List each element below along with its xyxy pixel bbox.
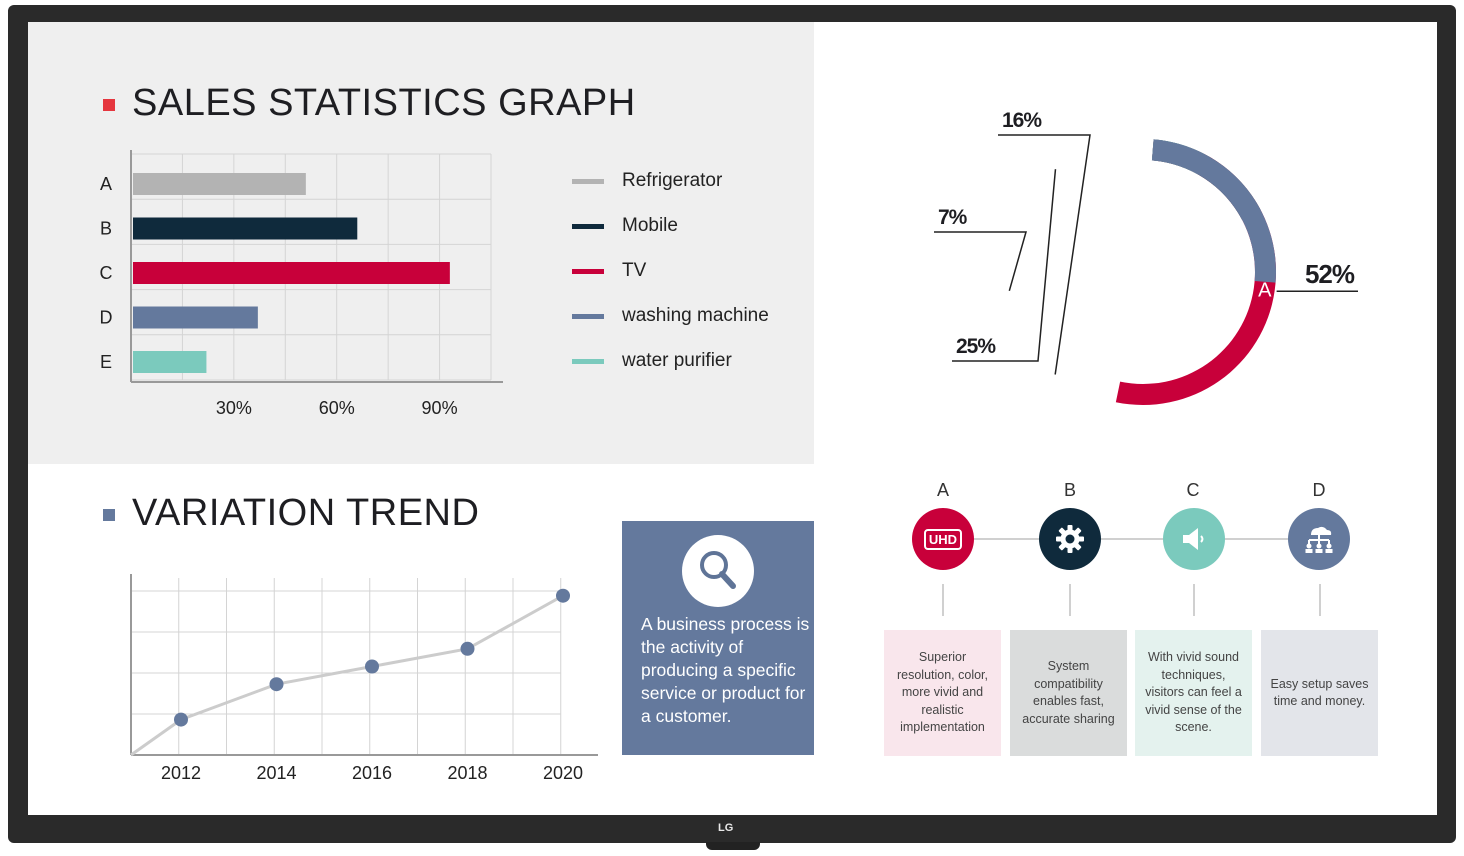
feature-letter-b: B [1063, 480, 1076, 500]
leader-line [952, 169, 1057, 362]
value-label-b: 16% [1002, 109, 1042, 132]
feature-stem [1319, 584, 1321, 616]
feature-text: System compatibility enables fast, accur… [1022, 659, 1115, 726]
data-point [269, 677, 284, 692]
x-tick-label: 30% [216, 398, 252, 418]
info-box: A business process is the activity of pr… [622, 521, 814, 755]
legend-label: water purifier [622, 350, 732, 371]
bar-chart: A B C D E 30% 60% 90% [100, 150, 503, 418]
feature-box-b: System compatibility enables fast, accur… [1010, 630, 1127, 756]
legend-swatch [572, 178, 604, 184]
donut-slice-d [1151, 139, 1276, 283]
x-tick-label: 60% [319, 398, 355, 418]
bar-c [133, 262, 450, 284]
feature-stem [942, 584, 944, 616]
donut-slice-label: A [1258, 280, 1272, 302]
info-text: A business process is the activity of pr… [641, 614, 810, 726]
category-label: A [100, 174, 112, 194]
bar-b [133, 217, 358, 240]
trend-line [130, 594, 564, 757]
legend-label: Mobile [622, 215, 678, 236]
data-point [174, 712, 188, 727]
speaker-icon [1163, 508, 1225, 570]
screen: SALES STATISTICS GRAPH A B C D E 30% 60% 90% Re… [28, 22, 1437, 815]
legend-item-tv: TV [572, 260, 647, 281]
legend-item-refrigerator: Refrigerator [572, 170, 723, 191]
data-point [460, 641, 475, 656]
feature-letter-c: C [1186, 480, 1200, 500]
x-tick-label: 2012 [161, 763, 201, 783]
legend-swatch [572, 358, 604, 364]
value-label-d: 25% [956, 335, 996, 358]
monitor-stand [706, 842, 760, 850]
trend-title: VARIATION TREND [132, 492, 480, 534]
sales-panel [28, 22, 814, 464]
feature-box-c: With vivid sound techniques, visitors ca… [1135, 630, 1252, 756]
brand-logo: LG [718, 822, 734, 834]
uhd-badge-icon: UHD [912, 508, 974, 570]
category-label: D [100, 308, 113, 328]
legend-label: TV [622, 260, 647, 281]
legend-label: Refrigerator [622, 170, 723, 191]
category-label: E [100, 352, 112, 372]
donut-slice-a [1115, 139, 1276, 405]
feature-letter-a: A [936, 480, 949, 500]
legend-swatch [572, 313, 604, 319]
magnifier-icon [682, 535, 754, 607]
legend-item-water-purifier: water purifier [572, 350, 732, 371]
category-label: B [100, 219, 112, 239]
gear-icon [1039, 508, 1101, 570]
feature-box-d: Easy setup saves time and money. [1261, 630, 1378, 756]
feature-letter-d: D [1312, 480, 1326, 500]
legend-label: washing machine [622, 305, 769, 326]
legend-item-washing-machine: washing machine [572, 305, 769, 326]
donut-hole [1031, 160, 1255, 384]
network-cloud-icon [1288, 508, 1350, 570]
leader-line [998, 134, 1091, 375]
line-chart: 2012 2014 2016 2018 2020 [130, 574, 598, 783]
data-point [365, 659, 379, 674]
data-point [556, 588, 570, 603]
sales-title-marker [103, 99, 115, 111]
feature-stem [1193, 584, 1195, 616]
trend-title-marker [103, 509, 115, 521]
feature-text: Superior resolution, color, more vivid a… [896, 650, 989, 735]
donut-chart: A 52% B 16% C 7% D 25% [934, 109, 1358, 405]
sales-title: SALES STATISTICS GRAPH [132, 82, 636, 124]
legend-swatch [572, 223, 604, 229]
donut-slice-label: C [1014, 279, 1028, 301]
feature-box-a: Superior resolution, color, more vivid a… [884, 630, 1001, 756]
legend-swatch [572, 268, 604, 274]
x-tick-label: 2014 [256, 763, 296, 783]
x-tick-label: 2018 [447, 763, 487, 783]
x-tick-label: 2016 [352, 763, 392, 783]
category-label: C [100, 263, 113, 283]
legend-item-mobile: Mobile [572, 215, 678, 236]
feature-stem [1069, 584, 1071, 616]
feature-text: With vivid sound techniques, visitors ca… [1145, 650, 1242, 735]
value-label-c: 7% [938, 206, 968, 229]
value-label-a: 52% [1305, 259, 1355, 289]
donut-slice-label: B [1056, 355, 1069, 377]
bar-d [133, 306, 258, 329]
x-tick-label: 2020 [543, 763, 583, 783]
donut-slice-label: D [1056, 168, 1070, 190]
bar-a [133, 173, 306, 195]
x-tick-label: 90% [422, 398, 458, 418]
uhd-badge-text: UHD [923, 528, 963, 550]
feature-text: Easy setup saves time and money. [1270, 676, 1369, 709]
leader-line [934, 231, 1027, 292]
features-connector [943, 538, 1319, 540]
bar-e [133, 351, 207, 373]
